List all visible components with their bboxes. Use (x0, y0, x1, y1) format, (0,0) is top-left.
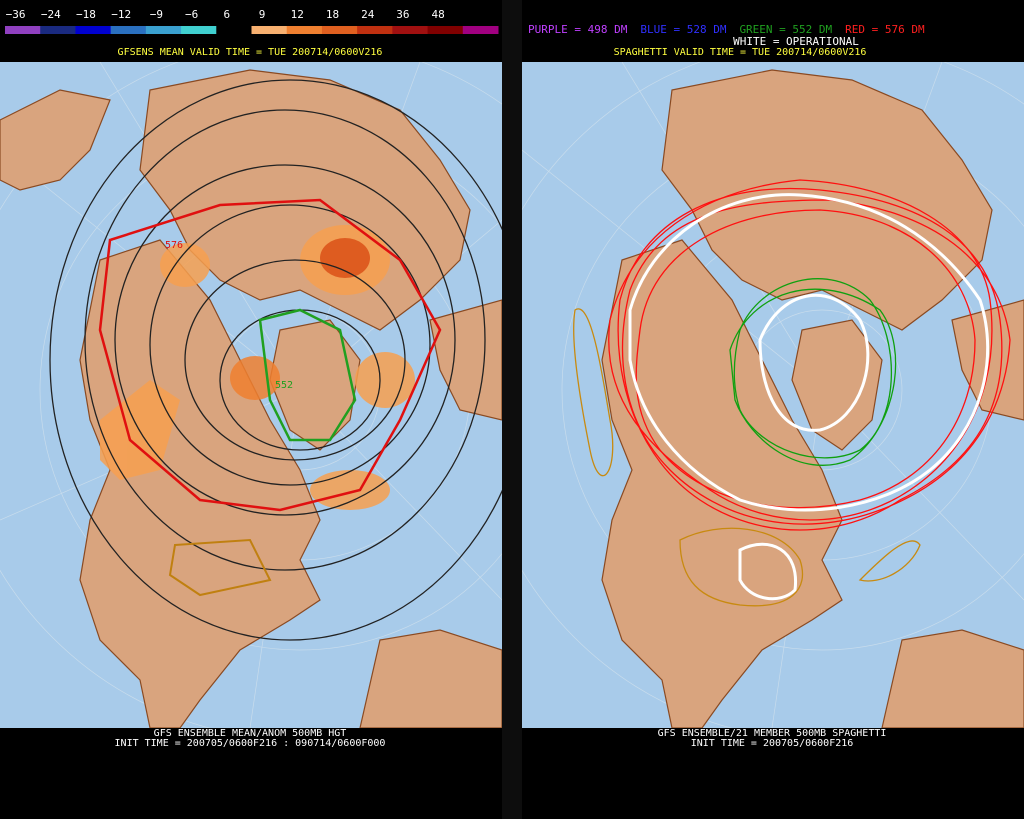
legend-entry: BLUE = 528 DM (640, 23, 726, 36)
colorbar-segment (357, 26, 393, 34)
right-header: SPAGHETTI VALID TIME = TUE 200714/0600V2… (614, 47, 867, 58)
colorbar-label: 6 (224, 8, 231, 21)
colorbar-segment (462, 26, 499, 34)
colorbar-segment (75, 26, 112, 34)
operational-label: WHITE = OPERATIONAL (733, 35, 859, 48)
right-footer: GFS ENSEMBLE/21 MEMBER 500MB SPAGHETTI (658, 728, 887, 739)
left-footer: GFS ENSEMBLE MEAN/ANOM 500MB HGT (154, 728, 347, 739)
colorbar-label: 48 (432, 8, 445, 21)
colorbar-label: −12 (111, 8, 131, 21)
colorbar-label: −24 (41, 8, 61, 21)
colorbar-segment (110, 26, 147, 34)
colorbar-label: −18 (76, 8, 96, 21)
divider (502, 0, 522, 819)
colorbar-segment (392, 26, 429, 34)
colorbar-label: 18 (326, 8, 339, 21)
right-map (522, 62, 1024, 728)
colorbar-segment (321, 26, 358, 34)
left-map: 576 552 (0, 62, 502, 728)
colorbar-segment (427, 26, 464, 34)
contour-label: 552 (275, 380, 293, 391)
colorbar-segment (251, 26, 288, 34)
colorbar-segment (5, 26, 41, 34)
colorbar-label: 9 (259, 8, 266, 21)
colorbar-label: −6 (185, 8, 198, 21)
colorbar: −36 −24 −18 −12 −9 −6 6 9 12 18 24 36 48 (5, 8, 499, 34)
colorbar-segment (216, 26, 252, 34)
legend-entry: GREEN = 552 DM (739, 23, 832, 36)
colorbar-label: 24 (361, 8, 375, 21)
left-header: GFSENS MEAN VALID TIME = TUE 200714/0600… (118, 47, 383, 58)
left-footer: INIT TIME = 200705/0600F216 : 090714/060… (115, 738, 386, 749)
colorbar-label: 36 (396, 8, 409, 21)
colorbar-segment (286, 26, 323, 34)
legend-entry: PURPLE = 498 DM (528, 23, 628, 36)
colorbar-label: −9 (150, 8, 163, 21)
contour-label: 576 (165, 240, 183, 251)
colorbar-segment (40, 26, 76, 34)
right-footer: INIT TIME = 200705/0600F216 (691, 738, 854, 749)
colorbar-segment (145, 26, 182, 34)
colorbar-label: 12 (291, 8, 304, 21)
legend-entry: RED = 576 DM (845, 23, 925, 36)
colorbar-label: −36 (6, 8, 26, 21)
legend: PURPLE = 498 DM BLUE = 528 DM GREEN = 552 … (528, 23, 925, 36)
colorbar-segment (181, 26, 217, 34)
